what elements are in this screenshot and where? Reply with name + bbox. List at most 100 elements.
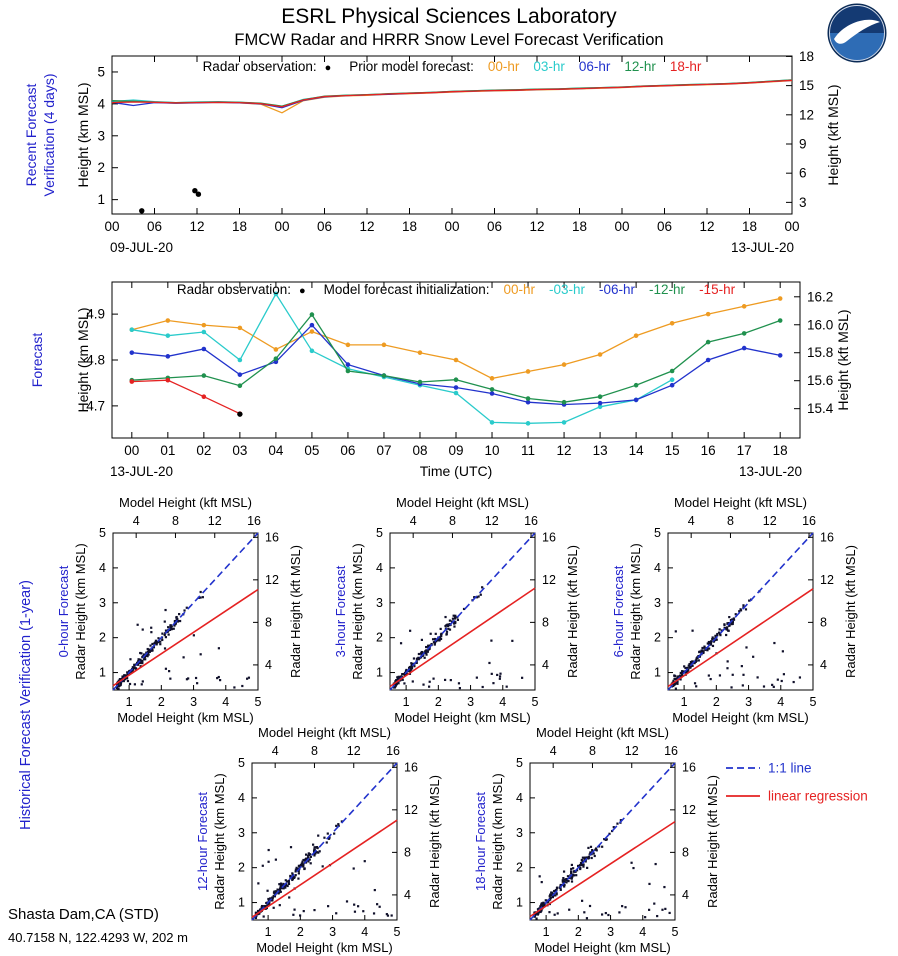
y-tick-label: 4 [238, 791, 245, 805]
x-tick-label: 3 [607, 925, 614, 939]
date-left: 13-JUL-20 [110, 464, 173, 479]
x-tick-label: 4 [222, 695, 229, 709]
x-tick-label: 00 [444, 219, 459, 234]
y-tick-label: 1 [516, 896, 523, 910]
x-tick-label: 06 [147, 219, 162, 234]
series-marker-00-hr [669, 320, 675, 326]
right-tick-label: 12 [820, 573, 834, 587]
series-marker--12-hr [741, 331, 747, 336]
section-label: Historical Forecast Verification (1-year… [18, 580, 34, 830]
radar-observation-dot [237, 411, 243, 417]
series-marker-00-hr [561, 362, 567, 367]
x-tick-label: 5 [672, 925, 679, 939]
left-axis-title: Radar Height (km MSL) [350, 543, 365, 680]
station-coords: 40.7158 N, 122.4293 W, 202 m [8, 930, 188, 945]
y-tick-label: 1 [238, 896, 245, 910]
y-tick-label: 5 [97, 64, 105, 79]
legend: Radar observation: ● Model forecast initia… [177, 282, 736, 297]
series-marker--03-hr [669, 377, 675, 383]
top-axis-title: Model Height (kft MSL) [119, 495, 252, 510]
x-tick-label: 12 [189, 219, 204, 234]
series-marker--06-hr [237, 372, 243, 377]
x-tick-label: 00 [614, 219, 629, 234]
x-tick-label: 4 [639, 925, 646, 939]
y-tick-label: 15.6 [807, 373, 833, 388]
series-marker--03-hr [561, 420, 567, 425]
y-tick-label: 1 [376, 666, 383, 680]
series-marker--06-hr [345, 362, 351, 367]
right-tick-label: 4 [404, 888, 411, 902]
y-axis-right: 15.4 15.6 15.8 16.0 16.2 [794, 289, 834, 416]
plot-frame [667, 532, 814, 691]
y-tick-label: 2 [97, 160, 105, 175]
series-marker--06-hr [453, 385, 459, 390]
y-axis-title-left: Height (km MSL) [75, 307, 91, 412]
series-marker-00-hr [777, 296, 783, 301]
y-tick-label: 5 [654, 526, 661, 540]
right-tick-label: 8 [404, 845, 411, 859]
noaa-logo-bird-icon [834, 19, 880, 44]
plot-frame [389, 532, 536, 691]
right-axis-title: Radar Height (kft MSL) [427, 775, 442, 908]
series-marker--12-hr [345, 368, 351, 374]
plot-frame [112, 532, 259, 691]
x-tick-label: 5 [394, 925, 401, 939]
series-marker-00-hr [525, 369, 531, 374]
y-tick-label: 6 [799, 166, 807, 181]
series-marker--03-hr [525, 421, 531, 426]
series-line--15-hr [131, 379, 241, 415]
x-tick-label: 12 [359, 219, 374, 234]
x-tick-label: 1 [126, 695, 133, 709]
right-axis-title: Radar Height (kft MSL) [565, 545, 580, 678]
recent-forecast-verification: 00 06 12 18 00 06 12 18 00 06 12 18 00 06 12 18 00123453… [23, 49, 841, 255]
series-marker--06-hr [741, 345, 747, 351]
top-tick-label: 4 [550, 744, 557, 758]
x-tick-label: 2 [158, 695, 165, 709]
series-marker--06-hr [201, 346, 207, 352]
series-marker-00-hr [489, 376, 495, 381]
forecast-chart: 00 01 02 03 04 05 06 07 08 09 10 11 12 13 14 15 16 17 18 4.… [29, 281, 851, 479]
left-axis-title: Radar Height (km MSL) [73, 543, 88, 680]
series-marker-00-hr [633, 333, 639, 338]
page-subtitle: FMCW Radar and HRRR Snow Level Forecast … [234, 31, 664, 49]
y-axis-right: 3 6 9 12 15 18 [786, 49, 814, 210]
series-marker-00-hr [381, 342, 387, 348]
left-axis-title: Radar Height (km MSL) [212, 773, 227, 910]
series-marker--12-hr [201, 373, 207, 378]
x-tick-label: 00 [104, 219, 119, 234]
right-tick-label: 4 [682, 888, 689, 902]
y-tick-label: 16.2 [807, 289, 833, 304]
series-marker--12-hr [381, 373, 387, 378]
series-marker--06-hr [669, 382, 675, 388]
one-to-one-line [529, 762, 676, 921]
x-tick-label: 3 [329, 925, 336, 939]
series-marker-00-hr [273, 347, 279, 352]
x-tick-label: 1 [403, 695, 410, 709]
y-tick-label: 15.8 [807, 345, 833, 360]
one-to-one-line [251, 762, 398, 921]
y-tick-label: 12 [799, 107, 814, 122]
top-tick-label: 12 [625, 744, 639, 758]
right-tick-label: 16 [404, 760, 418, 774]
station-info: Shasta Dam,CA (STD) 40.7158 N, 122.4293 … [8, 906, 188, 945]
series-marker--03-hr [237, 357, 243, 363]
x-tick-label: 07 [376, 443, 391, 458]
x-tick-label: 2 [713, 695, 720, 709]
regression-line [389, 587, 536, 688]
plot-frame [251, 762, 398, 921]
x-tick-label: 17 [737, 443, 752, 458]
one-to-one-line [389, 532, 536, 691]
x-tick-label: 18 [572, 219, 587, 234]
historical-section: Historical Forecast Verification (1-year… [18, 495, 868, 955]
x-tick-label: 5 [255, 695, 262, 709]
date-right: 13-JUL-20 [731, 240, 794, 255]
series-marker--15-hr [129, 379, 135, 384]
y-tick-label: 2 [99, 631, 106, 645]
series-marker--12-hr [489, 387, 495, 392]
series-marker--12-hr [633, 382, 639, 388]
y-tick-label: 2 [376, 631, 383, 645]
top-axis-title: Model Height (kft MSL) [536, 725, 669, 740]
top-tick-label: 16 [247, 514, 261, 528]
panel-label: 6-hour Forecast [611, 565, 626, 657]
plot-frame [111, 55, 793, 215]
